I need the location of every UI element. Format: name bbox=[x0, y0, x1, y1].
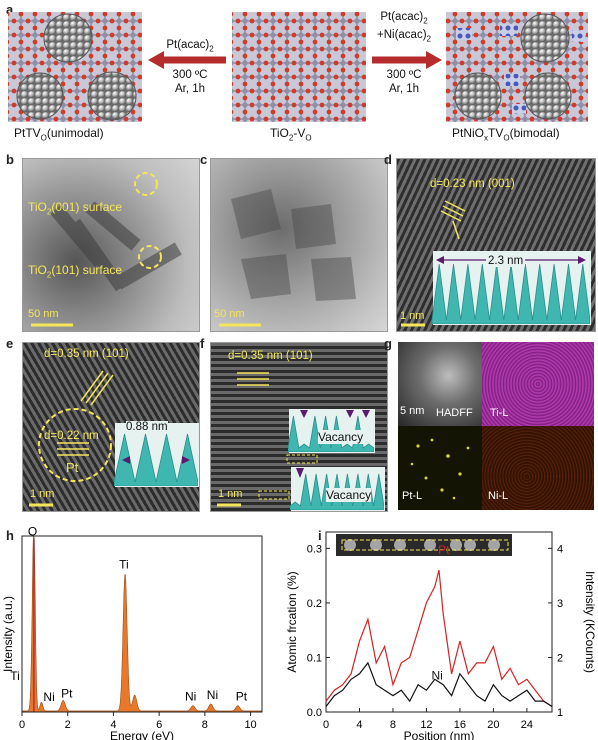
right-arrow-conditions: 300 ºC Ar, 1h bbox=[386, 69, 422, 95]
panel-e-label: e bbox=[6, 336, 14, 351]
panel-g-haadf-label: HADFF bbox=[436, 407, 473, 419]
left-arrow-conditions: 300 ºC Ar, 1h bbox=[172, 69, 208, 95]
linescan-scan-box bbox=[341, 539, 509, 551]
panel-f-scale-label: 1 nm bbox=[218, 488, 243, 500]
panel-h-eds-chart: 0 2 4 6 8 10 Energy (eV) Intensity (a.u.) O Ti Ni P… bbox=[1, 526, 263, 740]
eds-x-tick-label: 10 bbox=[244, 719, 256, 731]
panel-c-label: c bbox=[200, 152, 208, 167]
panel-e-line-profile bbox=[114, 433, 198, 486]
left-arrow-reagent: Pt(acac)2 bbox=[166, 39, 214, 54]
linescan-x-tick-label: 0 bbox=[323, 719, 329, 731]
linescan-haadf-particle bbox=[450, 539, 462, 551]
panel-g-scale-label: 5 nm bbox=[400, 405, 425, 417]
series-line-pt bbox=[325, 570, 553, 708]
eds-x-tick-label: 8 bbox=[202, 719, 208, 731]
linescan-y-tick-label: 0.2 bbox=[307, 598, 322, 610]
linescan-haadf-particle bbox=[344, 539, 356, 551]
panel-i-label: i bbox=[318, 528, 322, 543]
panel-g-pt-map bbox=[398, 426, 482, 510]
linescan-y-right-tick-label: 2 bbox=[557, 652, 563, 664]
linescan-haadf-particle bbox=[394, 539, 406, 551]
linescan-haadf-particle bbox=[370, 539, 382, 551]
linescan-plot-frame bbox=[325, 531, 553, 713]
linescan-y-right-tick-label: 4 bbox=[557, 543, 563, 555]
right-arrow-reagent: Pt(acac)2 +Ni(acac)2 bbox=[377, 11, 431, 44]
linescan-y-tick-label: 0.0 bbox=[307, 707, 322, 719]
series-label-pt: Pt bbox=[438, 543, 450, 557]
panel-f-label: f bbox=[200, 336, 205, 351]
panel-e-scale-label: 1 nm bbox=[30, 488, 55, 500]
linescan-x-tick-label: 4 bbox=[356, 719, 362, 731]
panel-c-scale-label: 50 nm bbox=[214, 308, 245, 320]
linescan-x-axis-label: Position (nm) bbox=[404, 729, 475, 740]
linescan-x-tick-label: 8 bbox=[390, 719, 396, 731]
series-label-ni: Ni bbox=[431, 668, 442, 682]
linescan-x-tick-label: 12 bbox=[420, 719, 432, 731]
panel-g-label: g bbox=[384, 336, 392, 351]
eds-x-tick-label: 6 bbox=[156, 719, 162, 731]
eds-x-axis-label: Energy (eV) bbox=[110, 729, 174, 740]
panel-b-annotation-101: TiO2(101) surface bbox=[28, 263, 123, 280]
panel-b-scale-label: 50 nm bbox=[28, 308, 59, 320]
panel-g-haadf-map bbox=[398, 342, 482, 426]
panel-d-scale-label: 1 nm bbox=[400, 310, 425, 322]
linescan-x-tick-label: 24 bbox=[521, 719, 533, 731]
panel-h-label: h bbox=[6, 528, 14, 543]
linescan-y-right-tick-label: 1 bbox=[557, 707, 563, 719]
linescan-x-tick-label: 16 bbox=[454, 719, 466, 731]
linescan-y-tick-label: 0.1 bbox=[307, 652, 322, 664]
eds-x-tick-label: 0 bbox=[19, 719, 25, 731]
eds-peak-label: Ti bbox=[119, 558, 129, 572]
series-line-ni bbox=[325, 661, 553, 708]
eds-plot-frame bbox=[21, 535, 263, 713]
panel-c-tem-image bbox=[210, 158, 388, 332]
eds-peak-label: Pt bbox=[61, 686, 73, 700]
panel-b-tem-image bbox=[22, 158, 200, 332]
panel-d-profile-width: 2.3 nm bbox=[486, 255, 526, 267]
eds-peak-label: Ni bbox=[185, 690, 196, 704]
panel-d-label: d bbox=[384, 152, 392, 167]
panel-e-pt-label: Pt bbox=[66, 460, 79, 475]
eds-peak-label: Pt bbox=[236, 690, 248, 704]
panel-g-ti-map bbox=[482, 342, 594, 426]
panel-e-profile-width: 0.88 nm bbox=[126, 421, 168, 433]
panel-f-vacancy-2: Vacancy bbox=[326, 488, 372, 502]
panel-b-annotation-001: TiO2(001) surface bbox=[28, 200, 123, 217]
eds-peak-label: Ni bbox=[207, 688, 218, 702]
center-caption: TiO2-VO bbox=[270, 126, 312, 143]
panel-b-label: b bbox=[6, 152, 14, 167]
linescan-x-tick-label: 20 bbox=[487, 719, 499, 731]
linescan-y-tick-label: 0.3 bbox=[307, 543, 322, 555]
linescan-haadf-particle bbox=[424, 539, 436, 551]
linescan-y-right-tick-label: 3 bbox=[557, 598, 563, 610]
panel-e-spacing-pt: d=0.22 nm bbox=[44, 430, 99, 442]
panel-e-spacing-101: d=0.35 nm (101) bbox=[44, 348, 129, 360]
eds-spectrum-area bbox=[21, 535, 263, 713]
panel-f-spacing: d=0.35 nm (101) bbox=[228, 350, 313, 362]
panel-g-ni-label: Ni-L bbox=[488, 490, 509, 502]
panel-d-spacing: d=0.23 nm (001) bbox=[430, 178, 515, 190]
eds-peak-label: Ni bbox=[43, 690, 54, 704]
linescan-haadf-particle bbox=[464, 539, 476, 551]
panel-f-vacancy-1: Vacancy bbox=[318, 430, 364, 444]
panel-g-pt-label: Pt-L bbox=[402, 490, 423, 502]
linescan-y-axis-label: Atomic frcation (%) bbox=[285, 571, 299, 672]
panel-g-ni-map bbox=[482, 426, 594, 510]
eds-x-tick-label: 2 bbox=[65, 719, 71, 731]
right-caption: PtNiOxTVO(bimodal) bbox=[452, 126, 560, 143]
linescan-y-right-axis-label: Intensity (KCounts) bbox=[583, 571, 597, 673]
panel-a-schematic bbox=[8, 12, 588, 122]
panel-g-ti-label: Ti-L bbox=[490, 407, 509, 419]
eds-peak-label: Ti bbox=[10, 669, 20, 683]
linescan-haadf-particle bbox=[488, 539, 500, 551]
eds-y-axis-label: Intensity (a.u.) bbox=[1, 596, 15, 672]
left-caption: PtTVO(unimodal) bbox=[14, 126, 104, 143]
eds-peak-label: O bbox=[28, 526, 37, 539]
panel-a-label: a bbox=[6, 2, 14, 17]
eds-x-tick-label: 4 bbox=[110, 719, 116, 731]
